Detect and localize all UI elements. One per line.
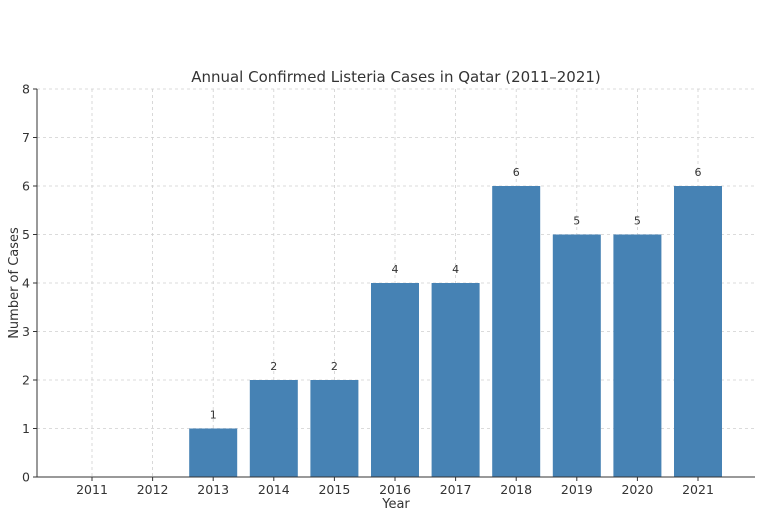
x-axis-label: Year <box>381 497 410 512</box>
data-label: 5 <box>573 215 580 228</box>
x-tick-label: 2018 <box>500 482 532 497</box>
x-tick-label: 2016 <box>379 482 411 497</box>
y-axis-label: Number of Cases <box>7 227 22 339</box>
bar <box>310 380 359 477</box>
y-tick-label: 1 <box>22 421 30 436</box>
x-tick-label: 2020 <box>621 482 653 497</box>
y-tick-label: 8 <box>22 82 30 97</box>
x-tick-label: 2021 <box>682 482 714 497</box>
bars <box>189 186 722 477</box>
x-tick-label: 2017 <box>440 482 472 497</box>
x-tick-label: 2011 <box>76 482 108 497</box>
y-tick-label: 2 <box>22 373 30 388</box>
bar <box>552 234 601 477</box>
y-tick-label: 7 <box>22 130 30 145</box>
chart-title: Annual Confirmed Listeria Cases in Qatar… <box>191 68 601 86</box>
bar <box>249 380 298 477</box>
bar <box>431 283 480 477</box>
bar <box>613 234 662 477</box>
bar <box>371 283 419 477</box>
x-tick-label: 2012 <box>137 482 169 497</box>
x-tick-label: 2019 <box>561 482 593 497</box>
y-tick-labels: 0 1 2 3 4 5 6 7 8 <box>22 82 37 485</box>
y-tick-label: 5 <box>22 227 30 242</box>
x-tick-label: 2015 <box>318 482 350 497</box>
data-label: 2 <box>331 360 338 373</box>
y-tick-label: 4 <box>22 276 30 291</box>
bar <box>492 186 541 477</box>
y-tick-label: 0 <box>22 470 30 485</box>
data-label: 1 <box>210 409 217 422</box>
data-labels: 1 2 2 4 4 6 5 5 6 <box>210 166 702 422</box>
x-tick-label: 2013 <box>197 482 229 497</box>
bar <box>189 428 238 477</box>
y-tick-label: 3 <box>22 324 30 339</box>
data-label: 4 <box>452 263 459 276</box>
x-tick-label: 2014 <box>258 482 290 497</box>
y-tick-label: 6 <box>22 179 30 194</box>
data-label: 2 <box>270 360 277 373</box>
data-label: 6 <box>513 166 520 179</box>
data-label: 4 <box>392 263 399 276</box>
x-tick-labels: 2011 2012 2013 2014 2015 2016 2017 2018 2019 2020… <box>76 477 714 497</box>
data-label: 6 <box>695 166 702 179</box>
data-label: 5 <box>634 215 641 228</box>
bar <box>674 186 722 477</box>
